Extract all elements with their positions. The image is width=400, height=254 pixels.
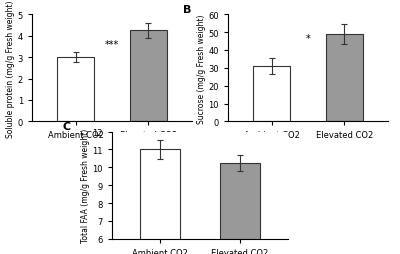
Y-axis label: Sucrose (mg/g Fresh weight): Sucrose (mg/g Fresh weight) [196, 14, 206, 123]
Bar [220, 163, 260, 254]
Bar [326, 35, 362, 122]
Bar [140, 150, 180, 254]
Bar [254, 67, 290, 122]
Text: C: C [63, 121, 71, 131]
Bar [130, 31, 166, 122]
Text: ***: *** [105, 40, 119, 50]
Text: *: * [306, 33, 310, 43]
Y-axis label: Soluble protein (mg/g Fresh weight): Soluble protein (mg/g Fresh weight) [6, 0, 15, 137]
Text: B: B [183, 5, 192, 14]
Y-axis label: Total FAA (mg/g Fresh weight): Total FAA (mg/g Fresh weight) [81, 129, 90, 242]
Bar [58, 58, 94, 122]
